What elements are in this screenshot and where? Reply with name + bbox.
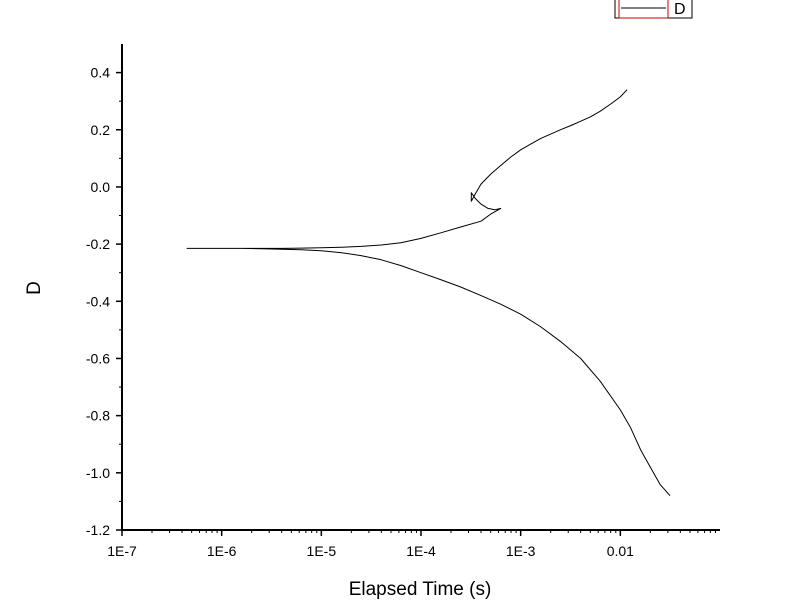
x-tick-label: 1E-3 (506, 543, 536, 559)
legend-label: D (674, 1, 686, 18)
x-tick-label: 1E-7 (107, 543, 137, 559)
x-tick-label: 0.01 (607, 543, 634, 559)
tick-marks (116, 71, 716, 536)
x-tick-label: 1E-5 (307, 543, 337, 559)
y-tick-label: -1.0 (86, 465, 110, 481)
legend: D (614, 0, 693, 19)
y-tick-label: 0.4 (91, 65, 111, 81)
series-lines (186, 89, 671, 497)
y-tick-label: -0.6 (86, 350, 110, 366)
y-tick-label: -1.2 (86, 522, 110, 538)
y-tick-label: -0.4 (86, 293, 110, 309)
y-tick-label: -0.8 (86, 408, 110, 424)
x-tick-label: 1E-4 (406, 543, 436, 559)
axes (121, 44, 720, 531)
x-axis-title: Elapsed Time (s) (349, 579, 492, 600)
series-line-D (186, 89, 671, 497)
y-tick-labels: 0.4 0.2 0.0 -0.2 -0.4 -0.6 -0.8 -1.0 -1.2 (86, 65, 110, 538)
y-tick-label: -0.2 (86, 236, 110, 252)
y-tick-label: 0.0 (91, 179, 111, 195)
y-axis-title: D (24, 281, 45, 295)
y-tick-label: 0.2 (91, 122, 111, 138)
x-tick-labels: 1E-7 1E-6 1E-5 1E-4 1E-3 0.01 (107, 543, 634, 559)
x-tick-label: 1E-6 (207, 543, 237, 559)
legend-swatch-frame (618, 0, 669, 19)
